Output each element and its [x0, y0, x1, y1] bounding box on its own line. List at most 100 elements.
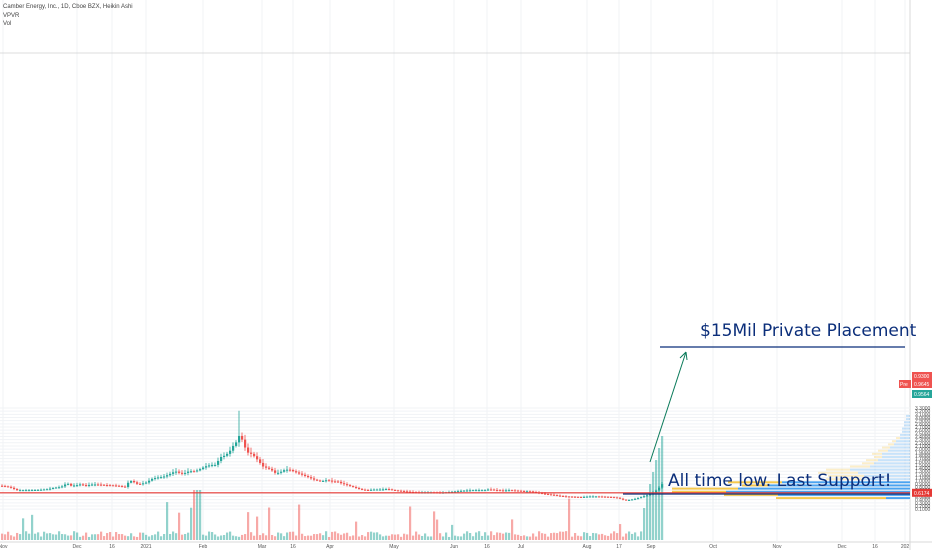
candle-body	[247, 447, 250, 453]
candle-body	[589, 496, 592, 498]
volume-bar	[544, 533, 547, 540]
candle-body	[550, 494, 553, 496]
volume-bar	[19, 534, 22, 540]
candle-body	[304, 474, 307, 476]
vp-bar-up	[900, 433, 910, 436]
candle-body	[508, 490, 511, 492]
volume-bar	[28, 533, 31, 540]
volume-bar	[202, 534, 205, 540]
candle-body	[160, 477, 163, 479]
candle-body	[379, 489, 382, 491]
volume-bar	[424, 533, 427, 540]
candle-body	[265, 466, 268, 468]
candle-body	[214, 464, 217, 466]
vpvr-legend[interactable]: VPVR	[3, 13, 20, 19]
volume-bar	[430, 536, 433, 540]
x-tick-label: 16	[290, 544, 296, 550]
candle-body	[460, 490, 463, 492]
candle-body	[526, 491, 529, 493]
volume-bar	[22, 518, 25, 540]
volume-legend[interactable]: Vol	[3, 21, 12, 27]
volume-bar	[244, 534, 247, 540]
candle-body	[16, 488, 19, 491]
volume-bar	[268, 507, 271, 540]
volume-bar	[355, 521, 358, 540]
support-annotation[interactable]: All time low. Last Support!	[668, 471, 892, 491]
volume-bar	[427, 536, 430, 540]
x-tick-label: Feb	[199, 544, 208, 550]
vp-bar-down	[882, 446, 890, 449]
candle-body	[19, 490, 22, 492]
vp-bar-up	[850, 468, 910, 471]
y-tick-label: 0.9000	[915, 482, 931, 488]
candle-body	[37, 489, 40, 491]
candle-body	[409, 491, 412, 493]
volume-bar	[16, 532, 19, 540]
candle-body	[172, 472, 175, 474]
volume-bar	[637, 536, 640, 540]
high-price-label: 0.9300	[914, 374, 930, 380]
candle-body	[262, 462, 265, 467]
vp-bar-up	[890, 446, 910, 449]
candle-body	[202, 467, 205, 470]
volume-bar	[598, 534, 601, 540]
volume-bar	[358, 536, 361, 540]
x-tick-label: 17	[616, 544, 622, 550]
candle-body	[463, 490, 466, 492]
volume-bar	[499, 532, 502, 540]
candle-body	[496, 489, 499, 491]
candle-body	[115, 485, 118, 487]
volume-bar	[109, 532, 112, 540]
vp-bar-up	[886, 497, 910, 500]
candle-body	[571, 496, 574, 498]
y-tick-label: 1.2000	[915, 472, 931, 478]
volume-bar	[421, 535, 424, 540]
trend-arrow	[649, 351, 687, 463]
candles	[1, 410, 664, 501]
vp-bar-up	[862, 478, 910, 481]
x-tick-label: Sep	[647, 544, 656, 550]
candle-body	[118, 485, 121, 487]
volume-bar	[106, 533, 109, 540]
candle-body	[391, 489, 394, 491]
volume-bar	[529, 536, 532, 540]
volume-bar	[226, 532, 229, 540]
volume-bar	[490, 531, 493, 540]
y-tick-label: 3.1000	[915, 412, 931, 418]
vp-bar-down	[896, 437, 900, 440]
volume-bar	[310, 535, 313, 540]
candle-body	[355, 487, 358, 489]
volume-bar	[307, 535, 310, 540]
y-tick-label: 2.4000	[915, 434, 931, 440]
price-labels: 0.9300 Pre 0.9645 0.9564 0.6174	[899, 372, 932, 497]
candle-body	[532, 491, 535, 493]
volume-bar	[166, 502, 169, 540]
candle-body	[400, 490, 403, 492]
candle-body	[148, 480, 151, 483]
candle-body	[643, 496, 646, 498]
candle-body	[271, 468, 274, 471]
candle-body	[208, 465, 211, 467]
volume-bar	[199, 490, 202, 540]
vp-bar-down	[776, 497, 886, 500]
vp-bar-up	[726, 490, 910, 493]
candle-body	[178, 471, 181, 473]
volume-bar	[352, 535, 355, 540]
candle-body	[85, 484, 88, 486]
volume-bar	[184, 533, 187, 540]
y-tick-label: 0.5000	[915, 495, 931, 501]
volume-bar	[97, 534, 100, 540]
candle-body	[382, 489, 385, 491]
candle-body	[358, 487, 361, 489]
x-tick-label: Dec	[838, 544, 847, 550]
candle-body	[490, 489, 493, 491]
volume-bar	[157, 531, 160, 540]
private-placement-annotation[interactable]: $15Mil Private Placement	[700, 321, 917, 341]
volume-bar	[79, 536, 82, 540]
candle-body	[625, 499, 628, 501]
volume-bar	[394, 534, 397, 540]
vp-bar-up	[782, 481, 910, 484]
candle-body	[343, 483, 346, 485]
candle-body	[370, 489, 373, 491]
